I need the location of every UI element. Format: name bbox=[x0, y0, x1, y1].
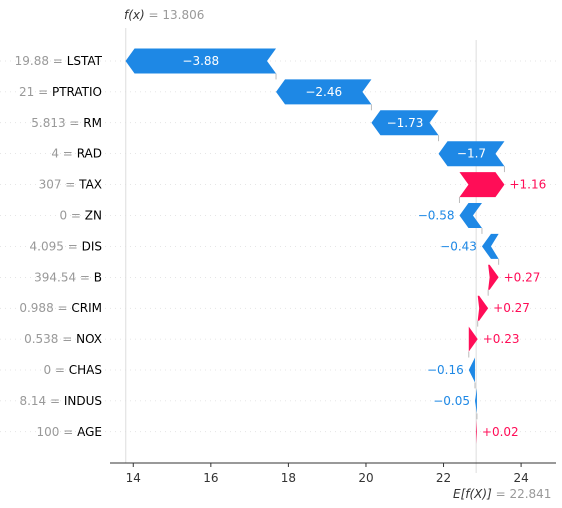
feature-label: 100 = AGE bbox=[37, 425, 102, 439]
bar-zn bbox=[459, 203, 482, 228]
feature-label: 0.988 = CRIM bbox=[19, 301, 102, 315]
feature-value: 0.538 = bbox=[24, 332, 76, 346]
feature-name: B bbox=[94, 270, 102, 284]
feature-value: 0 = bbox=[59, 209, 84, 223]
feature-label: 0.538 = NOX bbox=[24, 332, 102, 346]
bar-rm bbox=[371, 110, 439, 136]
feature-label: 4.095 = DIS bbox=[30, 239, 102, 253]
bar-indus bbox=[474, 388, 477, 414]
bar-dis bbox=[481, 233, 499, 259]
efx-value: 22.841 bbox=[509, 487, 551, 501]
feature-label: 4 = RAD bbox=[51, 147, 102, 161]
feature-value: 4 = bbox=[51, 147, 76, 161]
bars bbox=[125, 48, 505, 445]
feature-value: 100 = bbox=[37, 425, 78, 439]
bar-value-label: −0.43 bbox=[440, 239, 477, 253]
bar-value-label: −1.7 bbox=[457, 147, 486, 161]
bar-age bbox=[476, 419, 477, 445]
feature-name: RAD bbox=[77, 147, 102, 161]
bar-value-label: −3.88 bbox=[182, 54, 219, 68]
feature-value: 8.14 = bbox=[19, 394, 63, 408]
bar-value-label: −2.46 bbox=[305, 85, 342, 99]
bar-value-label: +0.27 bbox=[504, 270, 541, 284]
x-tick-label: 18 bbox=[281, 471, 296, 485]
feature-value: 394.54 = bbox=[34, 270, 94, 284]
x-tick-label: 14 bbox=[126, 471, 141, 485]
feature-name: ZN bbox=[85, 209, 102, 223]
fx-value: 13.806 bbox=[162, 8, 204, 22]
feature-label: 19.88 = LSTAT bbox=[15, 54, 103, 68]
bar-value-label: −0.05 bbox=[433, 394, 470, 408]
feature-name: TAX bbox=[78, 178, 102, 192]
efx-annotation: E[f(X)] = 22.841 bbox=[453, 487, 551, 501]
feature-value: 0 = bbox=[43, 363, 68, 377]
feature-name: PTRATIO bbox=[52, 85, 102, 99]
feature-value: 307 = bbox=[39, 178, 80, 192]
x-axis: 14 16 18 20 22 24 bbox=[110, 462, 556, 485]
efx-sep: = bbox=[492, 487, 510, 501]
fx-annotation: f(x) = 13.806 bbox=[124, 8, 204, 22]
feature-label: 21 = PTRATIO bbox=[19, 85, 102, 99]
feature-label: 0 = CHAS bbox=[43, 363, 102, 377]
feature-name: LSTAT bbox=[67, 54, 103, 68]
feature-value: 4.095 = bbox=[30, 239, 82, 253]
bar-chas bbox=[468, 357, 475, 383]
bar-ptratio bbox=[276, 79, 372, 105]
feature-value: 0.988 = bbox=[19, 301, 71, 315]
feature-name: NOX bbox=[76, 332, 102, 346]
bar-value-label: −1.73 bbox=[387, 116, 424, 130]
bar-value-label: −0.16 bbox=[427, 363, 464, 377]
bar-rad bbox=[438, 141, 505, 167]
bar-connectors bbox=[275, 73, 505, 420]
x-tick-label: 22 bbox=[436, 471, 451, 485]
feature-name: CHAS bbox=[69, 363, 102, 377]
feature-label: 394.54 = B bbox=[34, 270, 102, 284]
x-tick-label: 20 bbox=[358, 471, 373, 485]
bar-value-label: +0.02 bbox=[482, 425, 519, 439]
bar-value-label: −0.58 bbox=[418, 209, 455, 223]
feature-name: CRIM bbox=[71, 301, 102, 315]
bar-value-label: +0.23 bbox=[483, 332, 520, 346]
bar-nox bbox=[468, 326, 478, 352]
feature-name: AGE bbox=[77, 425, 102, 439]
fx-label: f(x) bbox=[124, 8, 145, 22]
x-tick-label: 24 bbox=[513, 471, 528, 485]
feature-value: 21 = bbox=[19, 85, 52, 99]
feature-value: 19.88 = bbox=[15, 54, 67, 68]
feature-name: RM bbox=[83, 116, 102, 130]
feature-name: INDUS bbox=[64, 394, 102, 408]
bar-lstat bbox=[125, 48, 277, 74]
feature-label: 0 = ZN bbox=[59, 209, 102, 223]
bar-crim bbox=[477, 295, 489, 321]
bar-value-label: +0.27 bbox=[493, 301, 530, 315]
bar-b bbox=[488, 264, 499, 290]
feature-label: 5.813 = RM bbox=[31, 116, 102, 130]
x-tick-label: 16 bbox=[203, 471, 218, 485]
feature-label: 8.14 = INDUS bbox=[19, 394, 102, 408]
feature-name: DIS bbox=[82, 239, 102, 253]
bar-value-label: +1.16 bbox=[509, 178, 546, 192]
efx-label: E[f(X)] bbox=[453, 487, 492, 501]
feature-value: 5.813 = bbox=[31, 116, 83, 130]
fx-sep: = bbox=[145, 8, 163, 22]
feature-label: 307 = TAX bbox=[39, 178, 102, 192]
bar-tax bbox=[459, 172, 505, 198]
